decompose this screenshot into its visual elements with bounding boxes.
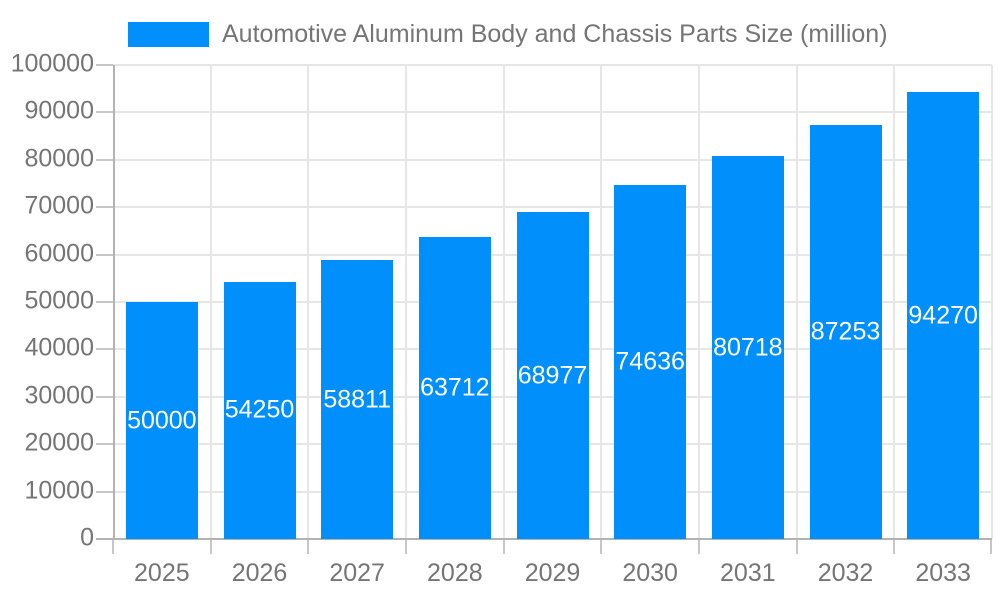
x-axis-label: 2028 <box>427 559 483 587</box>
x-axis-tick <box>795 539 798 554</box>
x-axis-tick <box>990 539 992 554</box>
y-axis-label: 60000 <box>24 238 94 267</box>
y-axis-label: 20000 <box>24 428 94 457</box>
x-axis-label: 2033 <box>915 559 971 587</box>
y-axis-tick <box>96 111 113 114</box>
chart-legend[interactable]: Automotive Aluminum Body and Chassis Par… <box>128 20 888 49</box>
bar-value-label: 87253 <box>810 317 881 346</box>
x-axis-tick <box>112 539 114 554</box>
y-axis-line <box>113 65 115 539</box>
y-axis-tick <box>96 348 113 351</box>
y-axis-tick <box>96 301 113 303</box>
y-axis-tick <box>96 158 113 161</box>
y-axis-tick <box>96 490 113 493</box>
h-gridline <box>113 158 992 161</box>
x-axis-label: 2030 <box>622 559 678 587</box>
bar-value-label: 58811 <box>323 385 391 414</box>
v-gridline <box>209 65 212 539</box>
bar-2029[interactable]: 68977 <box>516 212 589 539</box>
y-axis-label: 30000 <box>24 381 94 410</box>
y-axis-label: 70000 <box>24 191 94 220</box>
y-axis-tick <box>96 64 113 66</box>
bar-2033[interactable]: 94270 <box>907 92 980 539</box>
bar-2028[interactable]: 63712 <box>418 237 491 539</box>
v-gridline <box>991 65 993 539</box>
v-gridline <box>502 65 505 539</box>
x-axis-tick <box>307 539 310 554</box>
v-gridline <box>600 65 603 539</box>
x-axis-label: 2027 <box>329 559 385 587</box>
x-axis-tick <box>209 539 212 554</box>
h-gridline <box>113 206 992 209</box>
y-axis-label: 0 <box>80 523 94 552</box>
y-axis-label: 40000 <box>24 333 94 362</box>
y-axis-label: 10000 <box>24 475 94 504</box>
bar-value-label: 74636 <box>615 347 685 376</box>
v-gridline <box>405 65 407 539</box>
v-gridline <box>698 65 700 539</box>
x-axis-label: 2029 <box>524 559 581 587</box>
bar-2026[interactable]: 54250 <box>223 281 296 539</box>
x-axis-label: 2026 <box>231 559 288 587</box>
y-axis-tick <box>96 443 113 446</box>
h-gridline <box>113 64 992 66</box>
bar-value-label: 54250 <box>224 395 295 424</box>
y-axis-tick <box>96 206 113 209</box>
bar-2032[interactable]: 87253 <box>809 125 882 539</box>
y-axis-label: 80000 <box>24 144 94 173</box>
y-axis-tick <box>96 253 113 256</box>
x-axis-tick <box>600 539 603 554</box>
bar-value-label: 68977 <box>517 361 588 390</box>
bar-2027[interactable]: 58811 <box>321 260 394 539</box>
bar-2031[interactable]: 80718 <box>711 156 784 539</box>
v-gridline <box>893 65 896 539</box>
y-axis-tick <box>96 395 113 398</box>
x-axis-label: 2032 <box>817 559 874 587</box>
bar-2030[interactable]: 74636 <box>614 185 687 539</box>
bar-value-label: 80718 <box>713 333 783 362</box>
v-gridline <box>307 65 310 539</box>
x-axis-tick <box>405 539 407 554</box>
bar-value-label: 50000 <box>127 406 197 434</box>
y-axis-label: 90000 <box>24 96 94 125</box>
y-axis-label: 100000 <box>10 49 94 78</box>
x-axis-line <box>96 538 992 540</box>
y-axis-label: 50000 <box>24 286 94 315</box>
x-axis-tick <box>698 539 700 554</box>
legend-label: Automotive Aluminum Body and Chassis Par… <box>222 20 888 48</box>
x-axis-tick <box>502 539 505 554</box>
h-gridline <box>113 111 992 114</box>
legend-swatch-icon <box>128 22 209 47</box>
plot-area: 0 10000 20000 30000 40000 50000 60000 70000 8000… <box>11 49 993 587</box>
bar-value-label: 63712 <box>420 373 490 402</box>
x-axis-label: 2031 <box>720 559 776 587</box>
bar-value-label: 94270 <box>908 301 978 330</box>
x-axis-tick <box>893 539 896 554</box>
bar-2025[interactable]: 50000 <box>125 302 198 539</box>
x-axis-label: 2025 <box>134 559 190 587</box>
v-gridline <box>795 65 798 539</box>
